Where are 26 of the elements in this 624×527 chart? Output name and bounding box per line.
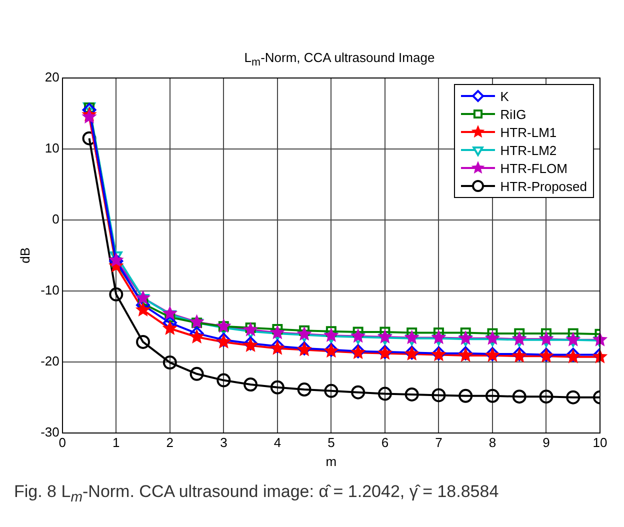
x-tick-label: 7 [435, 435, 442, 450]
y-tick-label: 10 [44, 140, 60, 156]
x-tick-label: 10 [592, 435, 608, 450]
y-tick-label: 0 [52, 212, 60, 226]
y-tick-label: -10 [40, 282, 60, 298]
caption: Fig. 8 L$_{m}$-Norm. CCA ultrasound image: α̂ = 1.2042, γ̂ = 18.8584 [14, 482, 499, 506]
x-tick-label: 6 [381, 435, 389, 450]
x-tick-label: 2 [166, 435, 174, 450]
x-tick-label: 1 [112, 435, 120, 450]
legend-label: HTR-LM2 [500, 142, 557, 158]
legend-label: RiIG [500, 106, 526, 122]
y-tick-label: -20 [40, 353, 60, 368]
y-tick-label: -30 [40, 424, 60, 440]
x-tick-label: 9 [542, 435, 550, 450]
x-axis-title: m [326, 454, 337, 469]
x-tick-label: 4 [274, 435, 282, 450]
x-tick-label: 3 [220, 435, 228, 450]
x-tick-label: 5 [328, 435, 335, 450]
chart-title: L$_{m}$-Norm, CCA ultrasound Image [243, 50, 436, 69]
legend-label: HTR-Proposed [500, 178, 587, 194]
legend-label: HTR-LM1 [500, 124, 557, 140]
x-tick-label: 8 [488, 435, 496, 450]
legend-label: K [500, 88, 509, 104]
y-axis-title: dB [17, 247, 32, 264]
legend-label: HTR-FLOM [500, 160, 568, 176]
y-tick-label: 20 [44, 70, 60, 85]
